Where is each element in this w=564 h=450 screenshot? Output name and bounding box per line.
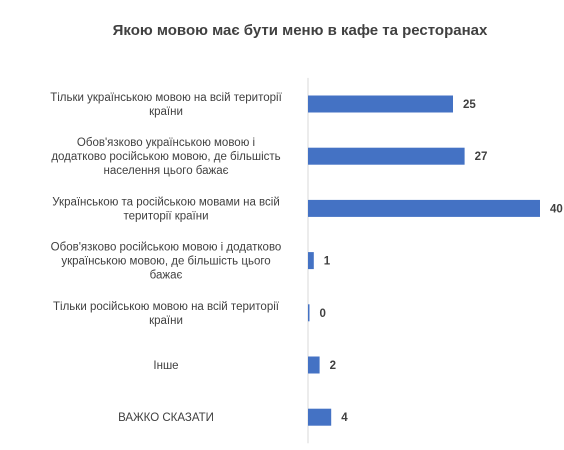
category-label-line: Українською та російською мовами на всій	[52, 196, 280, 208]
category-label-4: Тільки російською мовою на всій територі…	[53, 301, 280, 327]
category-label-line: території країни	[123, 210, 208, 222]
bar-2	[308, 199, 540, 217]
bar-3	[308, 252, 314, 270]
category-label-2: Українською та російською мовами на всій…	[52, 196, 280, 222]
category-label-0: Тільки українською мовою на всій територ…	[50, 92, 282, 118]
category-label-3: Обов'язково російською мовою і додатково…	[51, 242, 282, 282]
bar-4	[308, 304, 310, 322]
category-label-line: додатково російською мовою, де більшість	[51, 151, 280, 163]
category-label-line: бажає	[150, 270, 183, 282]
category-label-line: українською мовою, де більшість цього	[61, 256, 270, 268]
category-label-line: країни	[149, 315, 183, 327]
bar-0	[308, 95, 453, 113]
category-label-6: ВАЖКО СКАЗАТИ	[118, 412, 214, 424]
bar-6	[308, 408, 332, 426]
category-label-line: Обов'язково українською мовою і	[77, 137, 255, 149]
value-label-1: 27	[475, 151, 488, 163]
category-label-line: країни	[149, 106, 183, 118]
category-label-line: населення цього бажає	[104, 165, 229, 177]
chart-title: Якою мовою має бути меню в кафе та ресто…	[113, 22, 488, 39]
value-label-2: 40	[550, 203, 563, 215]
category-label-line: ВАЖКО СКАЗАТИ	[118, 412, 214, 424]
bars-group: 25 Тільки українською мовою на всій терит…	[50, 77, 563, 444]
value-label-6: 4	[341, 412, 348, 424]
category-label-line: Тільки російською мовою на всій територі…	[53, 301, 280, 313]
category-label-5: Інше	[153, 360, 178, 372]
category-label-1: Обов'язково українською мовою і додатково…	[51, 137, 280, 177]
value-label-0: 25	[463, 99, 476, 111]
value-label-4: 0	[320, 308, 326, 320]
bar-1	[308, 147, 465, 165]
category-label-line: Інше	[153, 360, 178, 372]
bar-5	[308, 356, 320, 374]
category-label-line: Обов'язково російською мовою і додатково	[51, 242, 282, 254]
category-label-line: Тільки українською мовою на всій територ…	[50, 92, 282, 104]
value-label-3: 1	[324, 256, 331, 268]
value-label-5: 2	[330, 360, 336, 372]
